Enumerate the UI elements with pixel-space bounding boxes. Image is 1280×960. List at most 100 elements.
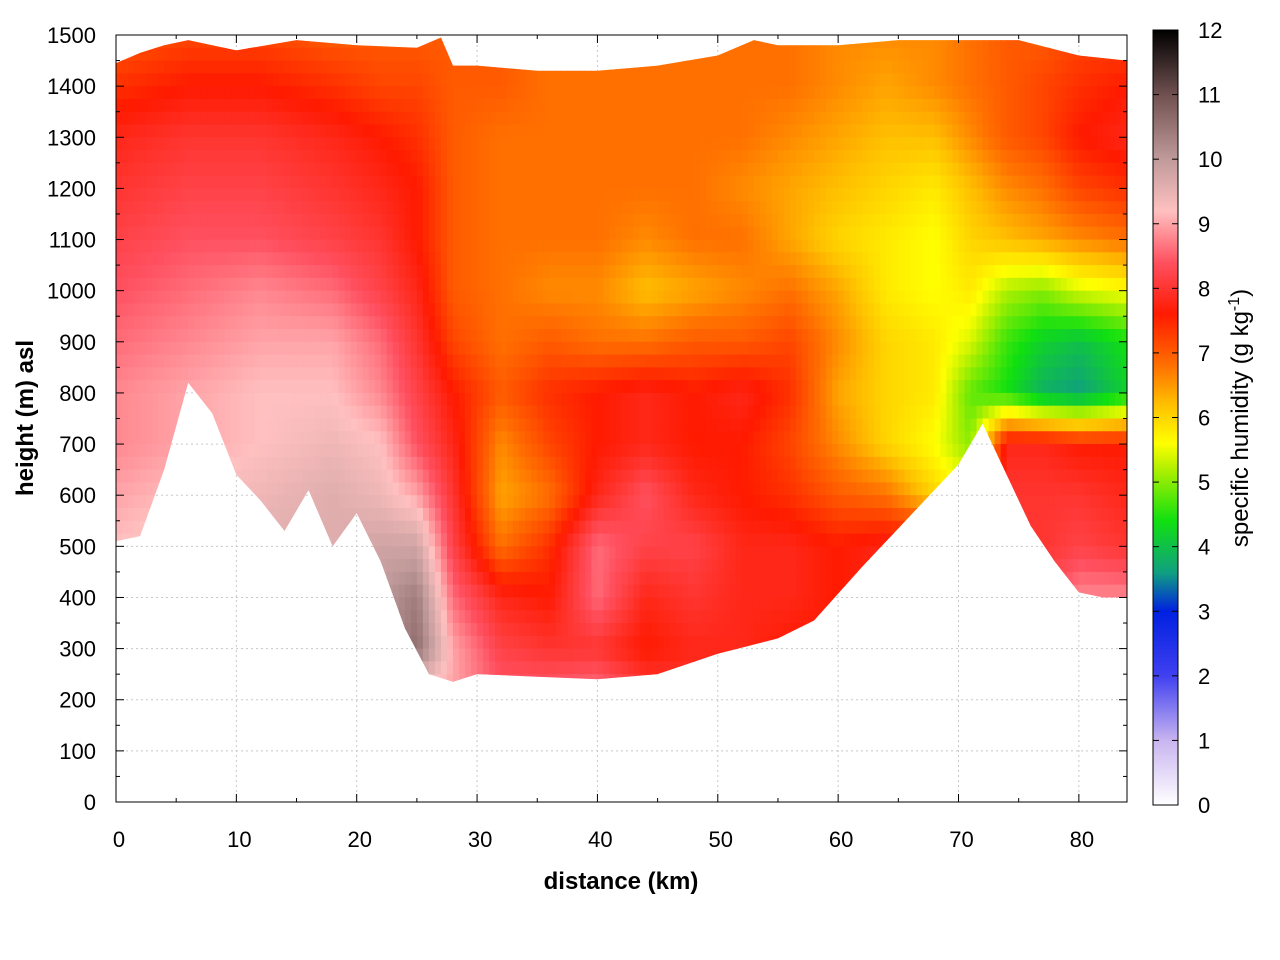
- humidity-cell: [440, 188, 448, 202]
- humidity-cell: [958, 137, 966, 151]
- humidity-cell: [747, 175, 755, 189]
- humidity-cell: [964, 290, 972, 305]
- humidity-cell: [350, 175, 358, 189]
- humidity-cell: [194, 277, 201, 292]
- humidity-cell: [747, 124, 755, 138]
- humidity-cell: [621, 137, 629, 151]
- humidity-cell: [687, 175, 695, 189]
- humidity-cell: [639, 252, 647, 266]
- humidity-cell: [970, 290, 978, 305]
- humidity-cell: [771, 124, 779, 138]
- humidity-cell: [176, 162, 183, 177]
- humidity-cell: [332, 290, 340, 305]
- humidity-cell: [856, 354, 863, 368]
- humidity-cell: [705, 265, 713, 279]
- humidity-cell: [705, 111, 713, 126]
- humidity-cell: [615, 252, 623, 266]
- humidity-cell: [1078, 341, 1086, 356]
- humidity-cell: [501, 124, 508, 138]
- humidity-cell: [525, 213, 532, 228]
- humidity-cell: [928, 316, 936, 330]
- humidity-cell: [1102, 367, 1110, 381]
- humidity-cell: [537, 124, 544, 138]
- humidity-cell: [808, 354, 815, 368]
- humidity-cell: [910, 329, 917, 343]
- humidity-cell: [645, 303, 653, 317]
- humidity-cell: [212, 124, 219, 138]
- humidity-cell: [699, 175, 707, 189]
- humidity-cell: [603, 111, 611, 126]
- humidity-cell: [585, 380, 593, 394]
- humidity-cell: [446, 86, 454, 100]
- humidity-cell: [934, 201, 942, 215]
- humidity-cell: [952, 226, 960, 241]
- humidity-cell: [994, 367, 1002, 381]
- humidity-cell: [886, 150, 893, 164]
- humidity-cell: [1060, 226, 1068, 241]
- humidity-cell: [783, 37, 791, 49]
- humidity-cell: [140, 98, 147, 113]
- humidity-cell: [1030, 354, 1038, 368]
- humidity-cell: [765, 60, 773, 74]
- humidity-cell: [290, 37, 298, 49]
- humidity-cell: [278, 213, 286, 228]
- humidity-cell: [501, 73, 508, 87]
- humidity-cell: [489, 175, 496, 189]
- humidity-cell: [940, 277, 948, 292]
- humidity-cell: [771, 367, 779, 381]
- humidity-cell: [916, 226, 923, 241]
- humidity-cell: [272, 316, 280, 330]
- humidity-cell: [182, 188, 189, 202]
- humidity-cell: [802, 150, 809, 164]
- humidity-cell: [898, 316, 905, 330]
- humidity-cell: [633, 86, 641, 100]
- humidity-cell: [344, 303, 352, 317]
- humidity-cell: [591, 98, 599, 113]
- humidity-cell: [392, 405, 400, 420]
- humidity-cell: [567, 252, 574, 266]
- humidity-cell: [874, 150, 881, 164]
- humidity-cell: [603, 226, 611, 241]
- humidity-cell: [796, 188, 803, 202]
- humidity-cell: [224, 150, 231, 164]
- humidity-cell: [1120, 226, 1127, 241]
- humidity-cell: [302, 380, 310, 394]
- humidity-cell: [832, 137, 839, 151]
- humidity-cell: [1090, 303, 1098, 317]
- humidity-cell: [224, 60, 231, 74]
- humidity-cell: [350, 252, 358, 266]
- humidity-cell: [1060, 380, 1068, 394]
- humidity-cell: [826, 213, 833, 228]
- humidity-cell: [717, 380, 725, 394]
- humidity-cell: [796, 213, 803, 228]
- humidity-cell: [922, 47, 930, 62]
- humidity-cell: [314, 111, 322, 126]
- humidity-cell: [194, 367, 201, 381]
- humidity-cell: [525, 405, 532, 420]
- humidity-cell: [753, 86, 761, 100]
- humidity-cell: [230, 354, 237, 368]
- humidity-cell: [1114, 367, 1122, 381]
- humidity-cell: [116, 150, 123, 164]
- humidity-cell: [446, 354, 454, 368]
- humidity-cell: [182, 329, 189, 343]
- humidity-cell: [783, 277, 791, 292]
- humidity-cell: [633, 60, 641, 74]
- humidity-cell: [1102, 111, 1110, 126]
- humidity-cell: [176, 226, 183, 241]
- humidity-cell: [609, 111, 617, 126]
- humidity-cell: [404, 354, 412, 368]
- humidity-cell: [495, 316, 502, 330]
- humidity-cell: [844, 162, 851, 177]
- humidity-cell: [627, 37, 635, 49]
- humidity-cell: [922, 188, 930, 202]
- humidity-cell: [1018, 162, 1026, 177]
- humidity-cell: [868, 329, 875, 343]
- humidity-cell: [916, 329, 923, 343]
- humidity-cell: [1018, 329, 1026, 343]
- humidity-cell: [1018, 201, 1026, 215]
- humidity-cell: [398, 60, 406, 74]
- humidity-cell: [982, 162, 990, 177]
- humidity-cell: [753, 265, 761, 279]
- humidity-cell: [922, 290, 930, 305]
